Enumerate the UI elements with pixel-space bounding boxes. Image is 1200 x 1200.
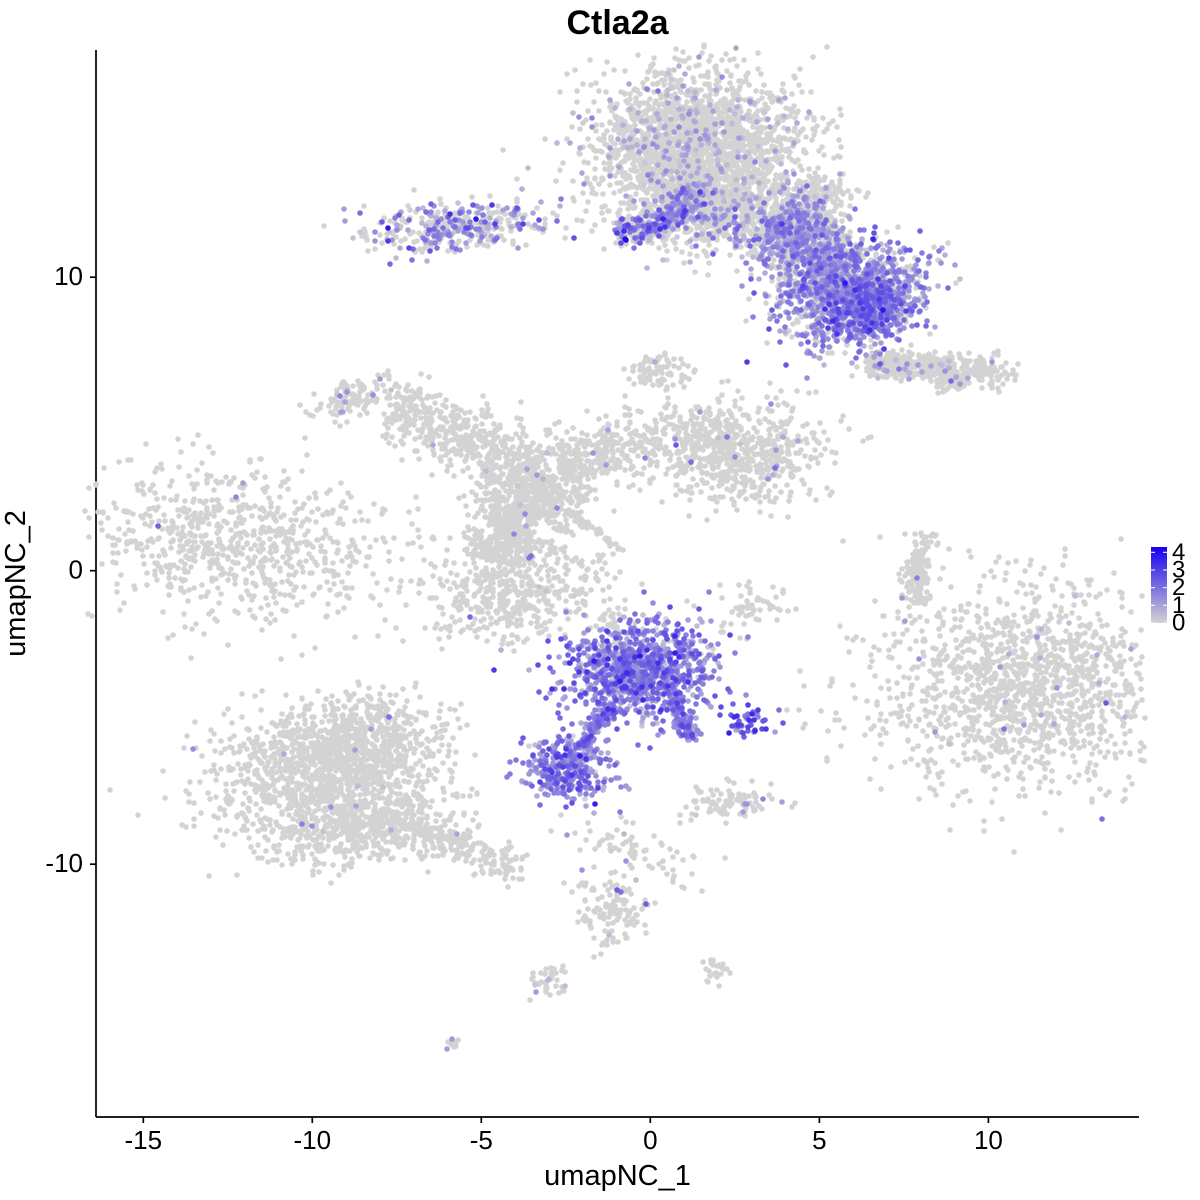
svg-text:umapNC_1: umapNC_1 <box>544 1160 691 1192</box>
svg-text:4: 4 <box>1172 539 1185 566</box>
svg-text:umapNC_2: umapNC_2 <box>0 510 32 657</box>
svg-text:-5: -5 <box>470 1125 493 1155</box>
svg-text:-10: -10 <box>294 1125 332 1155</box>
svg-text:10: 10 <box>974 1125 1003 1155</box>
svg-text:0: 0 <box>643 1125 657 1155</box>
svg-text:-15: -15 <box>125 1125 163 1155</box>
svg-text:10: 10 <box>54 261 83 291</box>
svg-text:-10: -10 <box>45 848 83 878</box>
svg-text:0: 0 <box>69 555 83 585</box>
svg-text:5: 5 <box>812 1125 826 1155</box>
